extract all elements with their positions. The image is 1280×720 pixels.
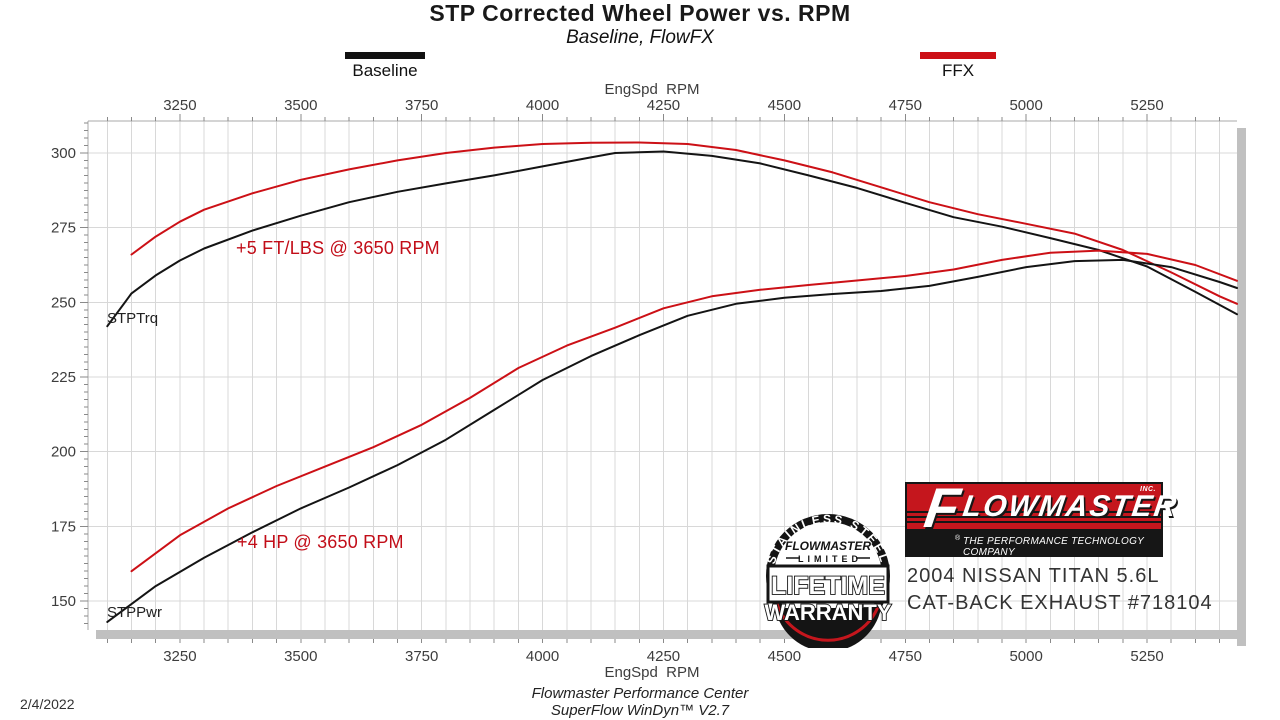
x-tick-label-top: 4250 (647, 97, 680, 114)
date-label: 2/4/2022 (20, 696, 75, 712)
x-tick-label-bottom: 3750 (405, 648, 438, 665)
logo-black-band (907, 529, 1161, 555)
logo-inc-text: INC. (1140, 486, 1156, 493)
x-tick-label-top: 5250 (1130, 97, 1163, 114)
curve-ffx-stppwr (130, 249, 1238, 573)
power-curve-label: STPPwr (107, 604, 163, 621)
chart-title: STP Corrected Wheel Power vs. RPM (429, 0, 851, 26)
x-tick-label-top: 3250 (163, 97, 196, 114)
badge-lifetime: LIFETIME (771, 572, 885, 600)
curve-baseline-stptrq (106, 150, 1238, 328)
badge-limited: LIMITED (798, 554, 862, 564)
x-tick-label-top: 3750 (405, 97, 438, 114)
y-tick-label: 150 (51, 593, 76, 610)
annotation-power-gain: +4 HP @ 3650 RPM (237, 532, 404, 552)
flowmaster-logo: INC. F LOWMASTER ® THE PERFORMANCE TECHN… (905, 476, 1180, 558)
logo-stripe (907, 521, 1161, 523)
axis-bar-bottom (96, 630, 1246, 639)
logo-red-field (907, 484, 1161, 529)
x-axis-title-bottom: EngSpd RPM (604, 664, 700, 681)
badge-warranty: WARRANTY (764, 600, 891, 625)
y-tick-label: 250 (51, 294, 76, 311)
x-tick-label-top: 5000 (1009, 97, 1042, 114)
x-tick-label-top: 4500 (768, 97, 801, 114)
footer-software: SuperFlow WinDyn™ V2.7 (550, 702, 730, 719)
curve-ffx-stptrq (130, 141, 1238, 305)
badge-red-arc (775, 603, 881, 642)
legend-swatch-ffx (920, 52, 996, 59)
x-tick-label-top: 4750 (889, 97, 922, 114)
x-tick-label-bottom: 4750 (889, 648, 922, 665)
x-axis-title-top: EngSpd RPM (604, 81, 700, 98)
chart-subtitle: Baseline, FlowFX (566, 27, 714, 48)
footer-facility: Flowmaster Performance Center (531, 685, 749, 702)
y-tick-label: 275 (51, 220, 76, 237)
x-tick-label-top: 3500 (284, 97, 317, 114)
x-tick-label-bottom: 4500 (768, 648, 801, 665)
y-tick-label: 200 (51, 444, 76, 461)
axis-bar-right (1237, 128, 1246, 646)
x-tick-label-bottom: 4000 (526, 648, 559, 665)
warranty-badge: STAINLESS STEEL FLOWMASTER LIMITED LIFET… (764, 512, 893, 648)
registered-mark-icon: ® (955, 535, 961, 542)
x-tick-label-bottom: 5000 (1009, 648, 1042, 665)
annotation-torque-gain: +5 FT/LBS @ 3650 RPM (236, 238, 440, 258)
y-tick-label: 300 (51, 145, 76, 162)
curve-baseline-stppwr (106, 258, 1238, 623)
x-tick-label-bottom: 3500 (284, 648, 317, 665)
legend-swatch-baseline (345, 52, 425, 59)
logo-wordmark: LOWMASTER (960, 490, 1181, 523)
x-tick-label-top: 4000 (526, 97, 559, 114)
logo-stripe (907, 511, 1161, 513)
x-tick-label-bottom: 4250 (647, 648, 680, 665)
y-tick-label: 175 (51, 518, 76, 535)
torque-curve-label: STPTrq (107, 310, 159, 327)
legend-label-baseline: Baseline (352, 61, 418, 80)
y-tick-label: 225 (51, 369, 76, 386)
vehicle-description: 2004 NISSAN TITAN 5.6L (907, 565, 1160, 587)
badge-lifetime-box (766, 564, 890, 604)
badge-brand: FLOWMASTER (785, 539, 871, 553)
product-description: CAT-BACK EXHAUST #718104 (907, 592, 1213, 614)
x-tick-label-bottom: 5250 (1130, 648, 1163, 665)
legend-label-ffx: FFX (941, 61, 975, 80)
x-tick-label-bottom: 3250 (163, 648, 196, 665)
logo-stripe (907, 516, 1161, 518)
badge-bottom-segment (775, 608, 881, 648)
logo-tagline: THE PERFORMANCE TECHNOLOGY COMPANY (963, 536, 1144, 558)
